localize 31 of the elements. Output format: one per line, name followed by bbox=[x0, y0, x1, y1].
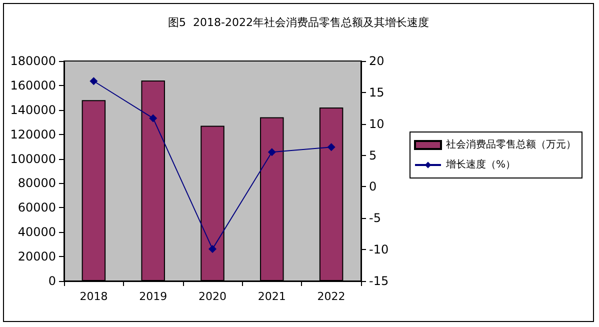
x-tick-label: 2018 bbox=[80, 290, 108, 303]
y2-tick-label: 0 bbox=[369, 180, 377, 194]
x-tick-label: 2019 bbox=[139, 290, 168, 303]
y-tick-label: 180000 bbox=[10, 54, 56, 68]
y2-tick-label: -5 bbox=[369, 211, 381, 226]
x-tick-label: 2022 bbox=[317, 290, 346, 303]
y2-tick-label: 20 bbox=[369, 54, 384, 68]
x-tick-label: 2020 bbox=[198, 290, 226, 303]
y-tick-label: 140000 bbox=[10, 102, 56, 117]
y-tick-label: 160000 bbox=[10, 78, 56, 92]
y2-tick-label: -10 bbox=[369, 242, 389, 257]
y-tick-label: 120000 bbox=[10, 127, 56, 142]
point bbox=[90, 77, 98, 86]
y-tick-label: 40000 bbox=[18, 225, 56, 240]
x-tick-label: 2021 bbox=[258, 290, 286, 303]
y2-tick-label: 5 bbox=[369, 148, 377, 162]
y-tick-label: 100000 bbox=[10, 152, 56, 166]
point bbox=[268, 148, 276, 156]
point bbox=[327, 143, 336, 152]
y-tick-label: 80000 bbox=[18, 176, 56, 190]
legend-label: 增长速度（%） bbox=[445, 158, 516, 170]
y2-tick-label: -15 bbox=[369, 274, 389, 288]
y-tick-label: 20000 bbox=[18, 250, 56, 264]
y-tick-label: 60000 bbox=[18, 200, 56, 215]
point bbox=[149, 114, 158, 122]
y-tick-label: 0 bbox=[48, 274, 56, 288]
chart-title: 图5 2018-2022年社会消费品零售总额及其增长速度 bbox=[168, 16, 429, 29]
legend-label: 社会消费品零售总额（万元） bbox=[446, 138, 576, 150]
y2-tick-label: 10 bbox=[369, 116, 384, 131]
point bbox=[208, 244, 216, 253]
y2-tick-label: 15 bbox=[369, 85, 384, 100]
